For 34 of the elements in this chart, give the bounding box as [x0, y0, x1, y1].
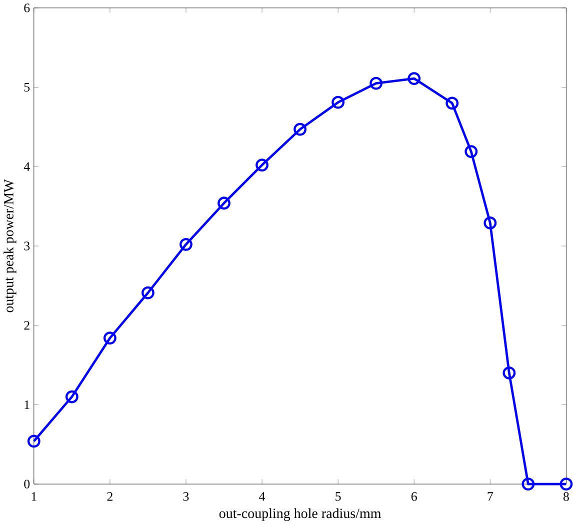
x-tick-label: 7 [488, 492, 493, 501]
point [370, 77, 383, 90]
point [464, 145, 478, 158]
x-axis-title: out-coupling hole radius/mm [219, 508, 382, 522]
x-tick-label: 3 [183, 492, 189, 502]
y-axis-title: output peak power/MW [4, 179, 16, 312]
y-tick-label: 4 [24, 162, 30, 172]
y-tick-label: 0 [24, 480, 30, 489]
point [332, 96, 345, 110]
y-tick-label: 3 [24, 242, 30, 251]
point [484, 216, 497, 230]
x-tick-label: 1 [32, 492, 36, 501]
point [65, 390, 78, 404]
point [560, 478, 573, 491]
x-tick-label: 8 [563, 492, 569, 502]
point [180, 238, 192, 252]
y-tick-label: 2 [24, 321, 30, 330]
y-tick-label: 5 [24, 83, 30, 92]
x-tick-label: 2 [107, 492, 112, 501]
point [294, 123, 306, 136]
y-tick-label: 6 [24, 4, 30, 12]
point [103, 332, 116, 345]
x-tick-label: 4 [259, 492, 266, 501]
point [446, 96, 459, 110]
point [256, 158, 268, 172]
point [522, 478, 535, 491]
y-tick-label: 1 [24, 400, 30, 410]
point [142, 286, 154, 300]
point [218, 196, 230, 210]
x-tick-label: 5 [336, 492, 341, 501]
point [502, 366, 516, 380]
point [27, 434, 40, 448]
point [408, 72, 421, 86]
x-tick-label: 6 [411, 492, 417, 502]
